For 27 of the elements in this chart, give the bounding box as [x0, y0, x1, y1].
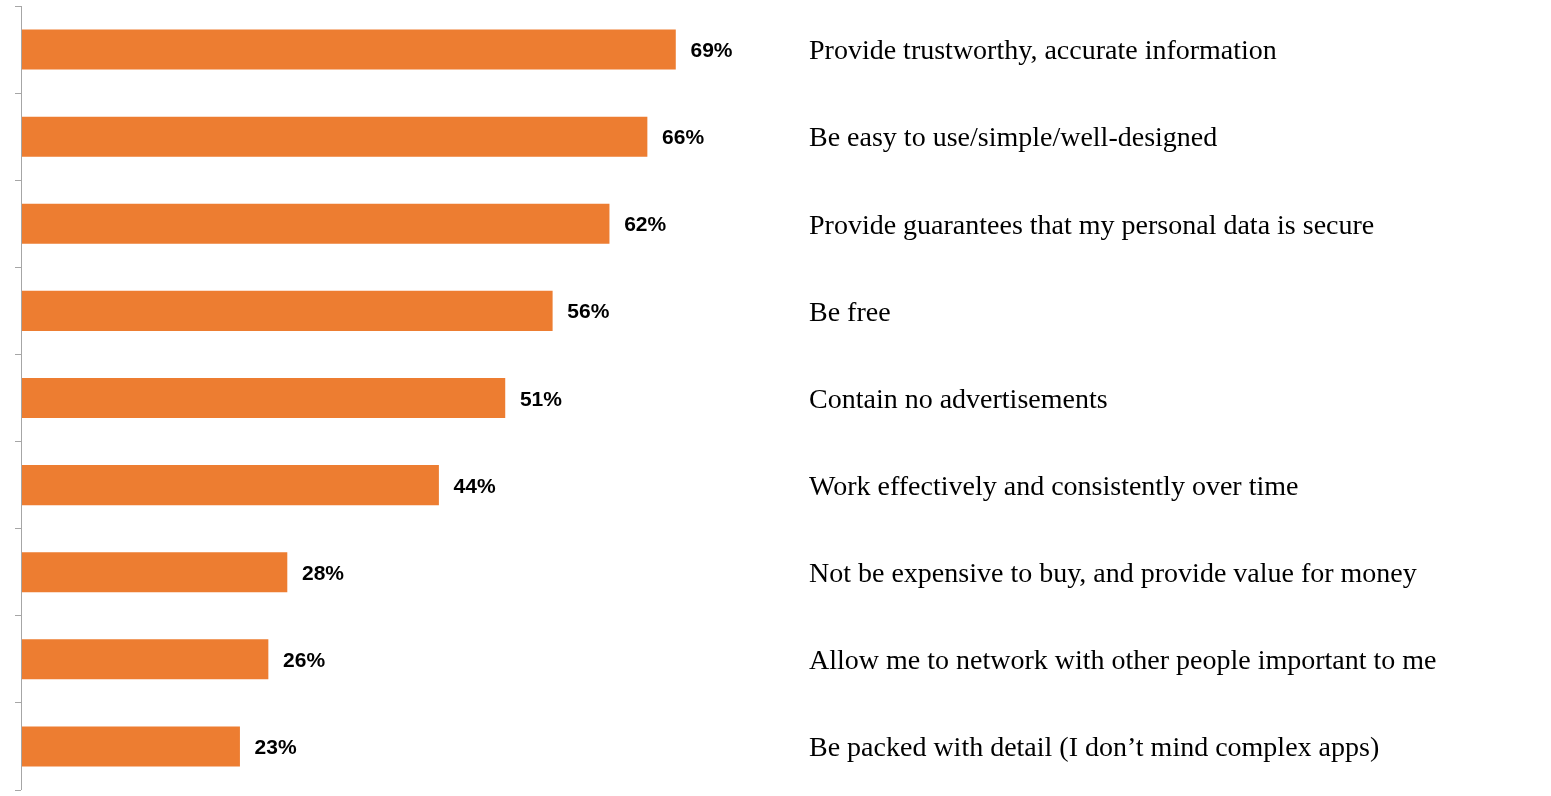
y-tick-label: Allow me to network with other people important to me	[809, 644, 1437, 676]
data-label: 51%	[519, 386, 563, 410]
y-tick-label: Not be expensive to buy, and provide value for money	[809, 557, 1417, 589]
data-label: 28%	[301, 560, 345, 584]
y-tick-label: Be free	[809, 295, 891, 327]
bar	[22, 203, 610, 244]
y-tick-label: Contain no advertisements	[809, 382, 1108, 414]
bar	[22, 726, 240, 767]
y-tick-label: Provide guarantees that my personal data is secure	[809, 208, 1375, 240]
bar	[22, 116, 648, 157]
bar	[22, 29, 676, 70]
bar	[22, 290, 553, 331]
data-label: 62%	[624, 212, 667, 236]
data-label: 23%	[254, 734, 297, 758]
data-label: 66%	[662, 125, 705, 149]
y-tick-label: Provide trustworthy, accurate information	[809, 34, 1277, 66]
y-tick-label: Work effectively and consistently over time	[809, 469, 1299, 501]
y-tick-label: Be easy to use/simple/well-designed	[809, 121, 1218, 153]
y-tick-label: Be packed with detail (I don’t mind complex apps)	[809, 731, 1380, 763]
data-label: 69%	[690, 38, 733, 62]
bar	[22, 465, 439, 506]
bar	[22, 639, 269, 680]
bar	[22, 552, 288, 593]
data-label: 56%	[567, 299, 610, 323]
bar	[22, 377, 506, 419]
data-label: 44%	[453, 473, 496, 497]
data-label: 26%	[283, 647, 326, 671]
